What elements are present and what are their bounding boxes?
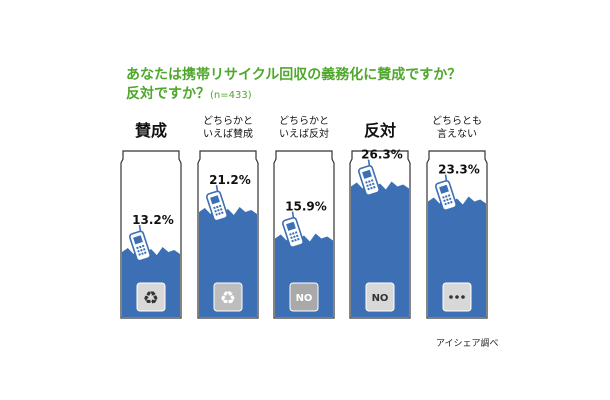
phone-icon (128, 225, 152, 262)
phone-key (144, 251, 147, 254)
phone-key (136, 246, 139, 250)
chart-title: あなたは携帯リサイクル回収の義務化に賛成ですか？ 反対ですか？(n=433) (126, 66, 526, 105)
phone-screen (210, 195, 220, 205)
category-label: 賛成 (135, 121, 167, 140)
badge (136, 282, 166, 312)
title-line-2: 反対ですか？ (126, 86, 210, 102)
phone-key (443, 199, 446, 202)
phone-key (214, 209, 217, 213)
phone-screen (286, 221, 296, 231)
phone-key (137, 249, 140, 253)
phone-key (216, 205, 219, 209)
phone-key (370, 179, 374, 182)
tube-4: 反対 26.3% NO (349, 121, 411, 319)
phone-key (221, 211, 224, 214)
badge (289, 282, 319, 312)
badge-text: NO (296, 293, 313, 304)
phone-key (291, 239, 294, 243)
phone-key (294, 231, 298, 234)
category-label: どちらかといえば賛成 (203, 115, 253, 140)
phone-key (297, 237, 300, 241)
phone-key (140, 249, 143, 252)
value-label: 15.9% (285, 200, 327, 214)
value-label: 26.3% (361, 148, 403, 162)
phone-icon (281, 211, 305, 248)
tube-1: 賛成 13.2% ♻ (120, 121, 182, 319)
phone-icon (205, 185, 229, 222)
category-label: どちらかといえば反対 (279, 115, 329, 140)
phone-key (142, 248, 146, 251)
phone-key (445, 195, 448, 198)
phone-key (367, 187, 370, 191)
phone-icon (357, 159, 381, 196)
phone-key (138, 253, 141, 256)
ellipsis-icon (455, 295, 459, 299)
phone-key (141, 244, 145, 248)
phone-key (444, 202, 447, 206)
phone-key (447, 194, 451, 197)
phone-key (141, 252, 144, 255)
ellipsis-icon (461, 295, 465, 299)
value-label: 23.3% (438, 163, 480, 177)
phone-key (369, 183, 372, 187)
phone-key (365, 181, 368, 184)
phone-screen (133, 235, 143, 245)
category-label: 反対 (364, 121, 396, 140)
tube-5: どちらとも言えない 23.3% (426, 115, 488, 319)
phone-key (289, 233, 292, 236)
phone-icon (434, 174, 458, 211)
phone-key (219, 208, 223, 211)
phone-antenna (444, 174, 448, 181)
phone-key (446, 198, 449, 202)
phone-key (293, 235, 296, 239)
phone-key (447, 201, 450, 205)
phone-key (290, 236, 293, 239)
phone-key (218, 204, 222, 208)
phone-key (366, 184, 369, 187)
phone-key (448, 197, 452, 201)
phone-key (213, 206, 216, 210)
badge (365, 282, 395, 312)
title-line-1: あなたは携帯リサイクル回収の義務化に賛成ですか？ (126, 67, 462, 83)
phone-key (370, 186, 373, 190)
badge (213, 282, 243, 312)
recycle-icon: ♻ (143, 288, 159, 309)
phone-key (292, 232, 295, 235)
phone-key (215, 213, 218, 216)
phone-antenna (291, 211, 295, 218)
phone-key (217, 209, 220, 212)
phone-key (373, 185, 376, 189)
phone-key (368, 180, 371, 183)
tube-3: どちらかといえば反対 15.9% NO (273, 115, 335, 319)
phone-key (295, 234, 299, 238)
phone-antenna (367, 159, 371, 166)
phone-antenna (215, 185, 219, 192)
ellipsis-icon (449, 295, 453, 299)
bar-fill (351, 180, 409, 317)
phone-key (139, 245, 142, 249)
phone-screen (439, 184, 449, 194)
value-label: 21.2% (209, 173, 251, 187)
phone-key (371, 182, 375, 186)
phone-key (450, 200, 453, 204)
badge-text: NO (372, 293, 389, 304)
phone-antenna (138, 225, 142, 232)
phone-key (442, 196, 445, 199)
phone-key (218, 212, 221, 215)
phone-screen (362, 169, 372, 179)
sample-size: (n=433) (210, 90, 252, 101)
tube-2: どちらかといえば賛成 21.2% ♻ (197, 115, 259, 319)
recycle-icon: ♻ (220, 288, 236, 309)
category-label: どちらとも言えない (432, 115, 482, 140)
value-label: 13.2% (132, 213, 174, 227)
phone-key (294, 238, 297, 242)
source-note: アイシェア調べ (436, 339, 499, 349)
